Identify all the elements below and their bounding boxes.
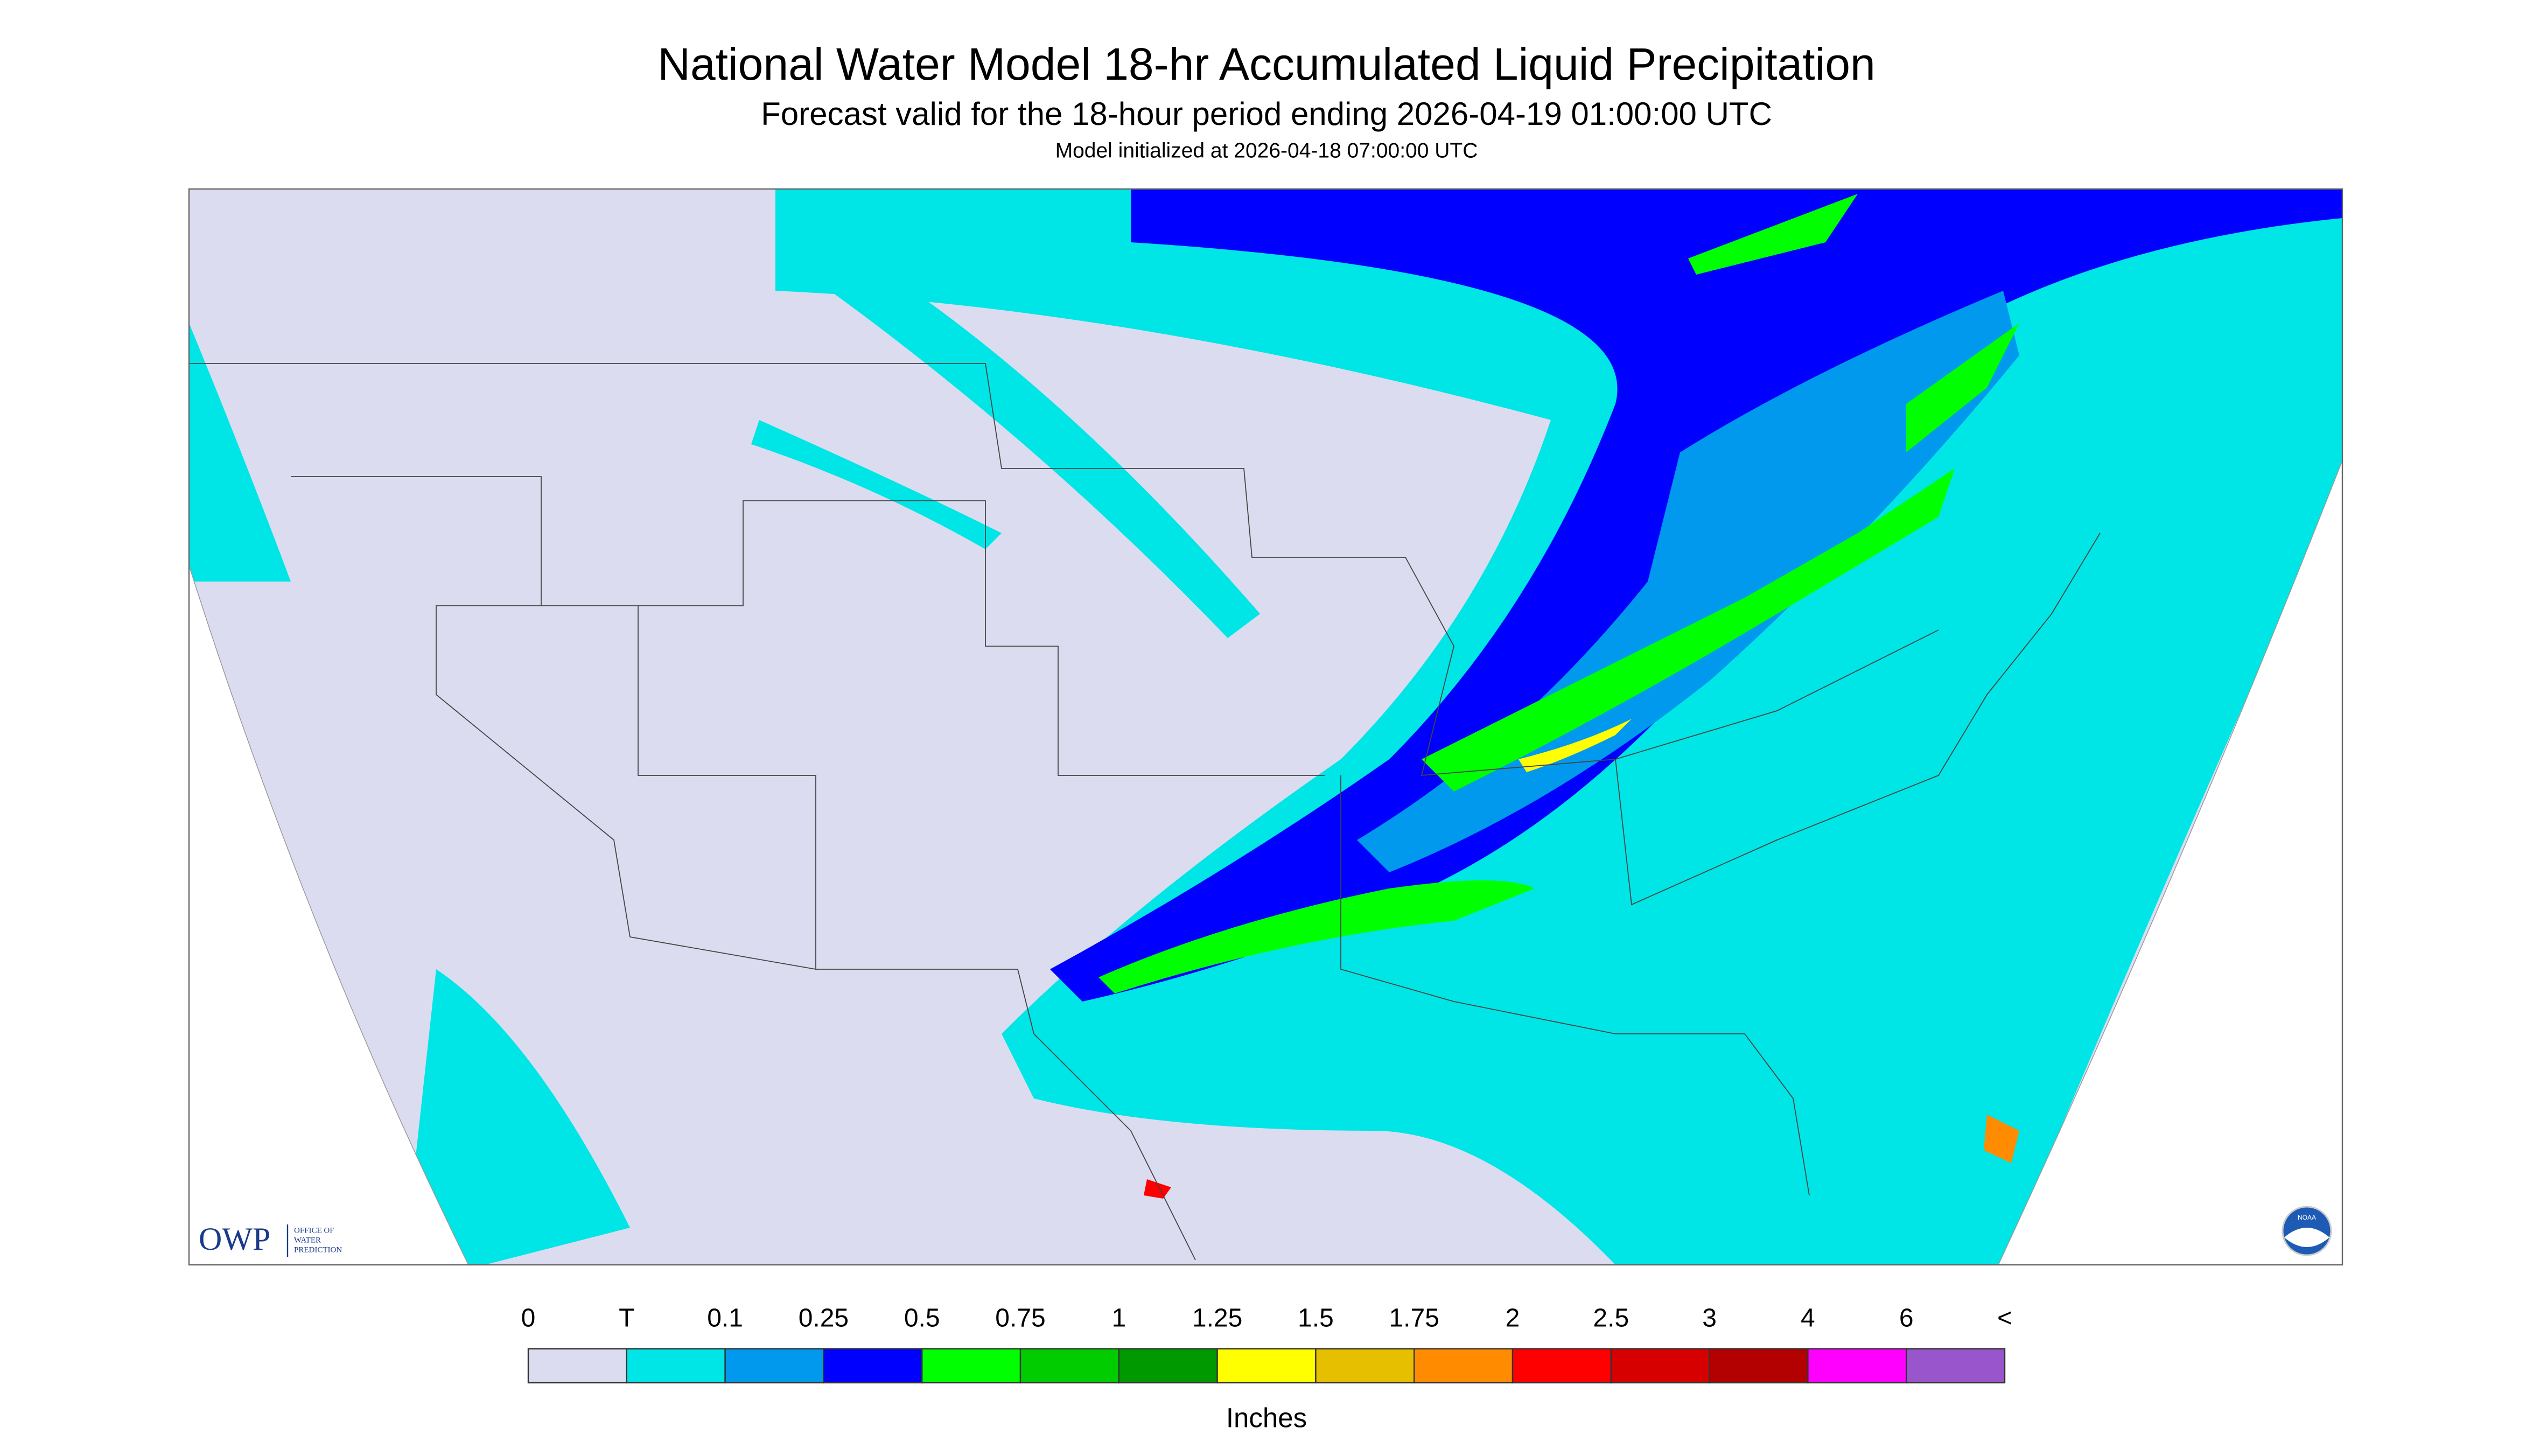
legend-label: T <box>619 1304 634 1333</box>
legend-label: 4 <box>1801 1304 1815 1333</box>
legend-swatch <box>527 1348 628 1384</box>
legend-label: 0.75 <box>995 1304 1045 1333</box>
legend-swatch <box>1315 1348 1415 1384</box>
owp-text: OFFICE OF <box>294 1226 334 1235</box>
legend-label: 1.75 <box>1389 1304 1439 1333</box>
precip-area <box>189 323 291 582</box>
precip-area <box>404 969 630 1265</box>
legend-label: 1.25 <box>1192 1304 1242 1333</box>
legend-label: 0.1 <box>707 1304 743 1333</box>
legend-label: 0 <box>521 1304 536 1333</box>
legend-swatch <box>1905 1348 2006 1384</box>
legend-swatch <box>1512 1348 1612 1384</box>
subtitle: Forecast valid for the 18-hour period en… <box>761 96 1772 132</box>
legend-swatch <box>1414 1348 1514 1384</box>
boundaries <box>189 363 2101 1261</box>
precip-streak <box>808 242 1260 639</box>
noaa-logo-wave <box>2284 1228 2329 1248</box>
legend-label: 6 <box>1899 1304 1914 1333</box>
legend-label: 1.5 <box>1298 1304 1334 1333</box>
legend-swatch <box>1216 1348 1317 1384</box>
noaa-text: NOAA <box>2298 1214 2316 1221</box>
legend-unit: Inches <box>1226 1402 1307 1433</box>
legend-label: 1 <box>1111 1304 1126 1333</box>
owp-logo: OWP <box>199 1221 270 1257</box>
legend-swatch <box>823 1348 923 1384</box>
precip-max <box>1144 1179 1171 1199</box>
domain-edge <box>188 460 2343 1265</box>
precip-max <box>1984 1115 2019 1164</box>
legend-swatch <box>626 1348 726 1384</box>
init-note: Model initialized at 2026-04-18 07:00:00… <box>1055 139 1478 162</box>
legend-label: < <box>1997 1304 2012 1333</box>
legend-label: 0.25 <box>799 1304 849 1333</box>
map: OWP OFFICE OF WATER PREDICTION NOAA <box>188 188 2343 1266</box>
legend-label: 2 <box>1506 1304 1520 1333</box>
title: National Water Model 18-hr Accumulated L… <box>657 39 1875 89</box>
legend-swatch <box>1019 1348 1120 1384</box>
legend-swatch <box>1610 1348 1710 1384</box>
owp-text: WATER <box>294 1236 321 1244</box>
legend-swatch <box>1118 1348 1218 1384</box>
legend: 0 T 0.1 0.25 0.5 0.75 1 1.25 1.5 1.75 2 2.5 3 4 6 < <box>521 1304 2012 1384</box>
legend-swatch <box>1807 1348 1907 1384</box>
legend-label: 0.5 <box>904 1304 940 1333</box>
legend-swatch <box>921 1348 1021 1384</box>
owp-text: PREDICTION <box>294 1245 342 1254</box>
legend-swatch <box>724 1348 824 1384</box>
map-frame <box>188 188 2343 1266</box>
precip-field <box>189 189 2342 1265</box>
precip-max <box>1519 719 1632 773</box>
legend-label: 3 <box>1702 1304 1717 1333</box>
legend-swatch <box>1709 1348 1809 1384</box>
legend-label: 2.5 <box>1593 1304 1629 1333</box>
precip-streak <box>751 420 1002 550</box>
